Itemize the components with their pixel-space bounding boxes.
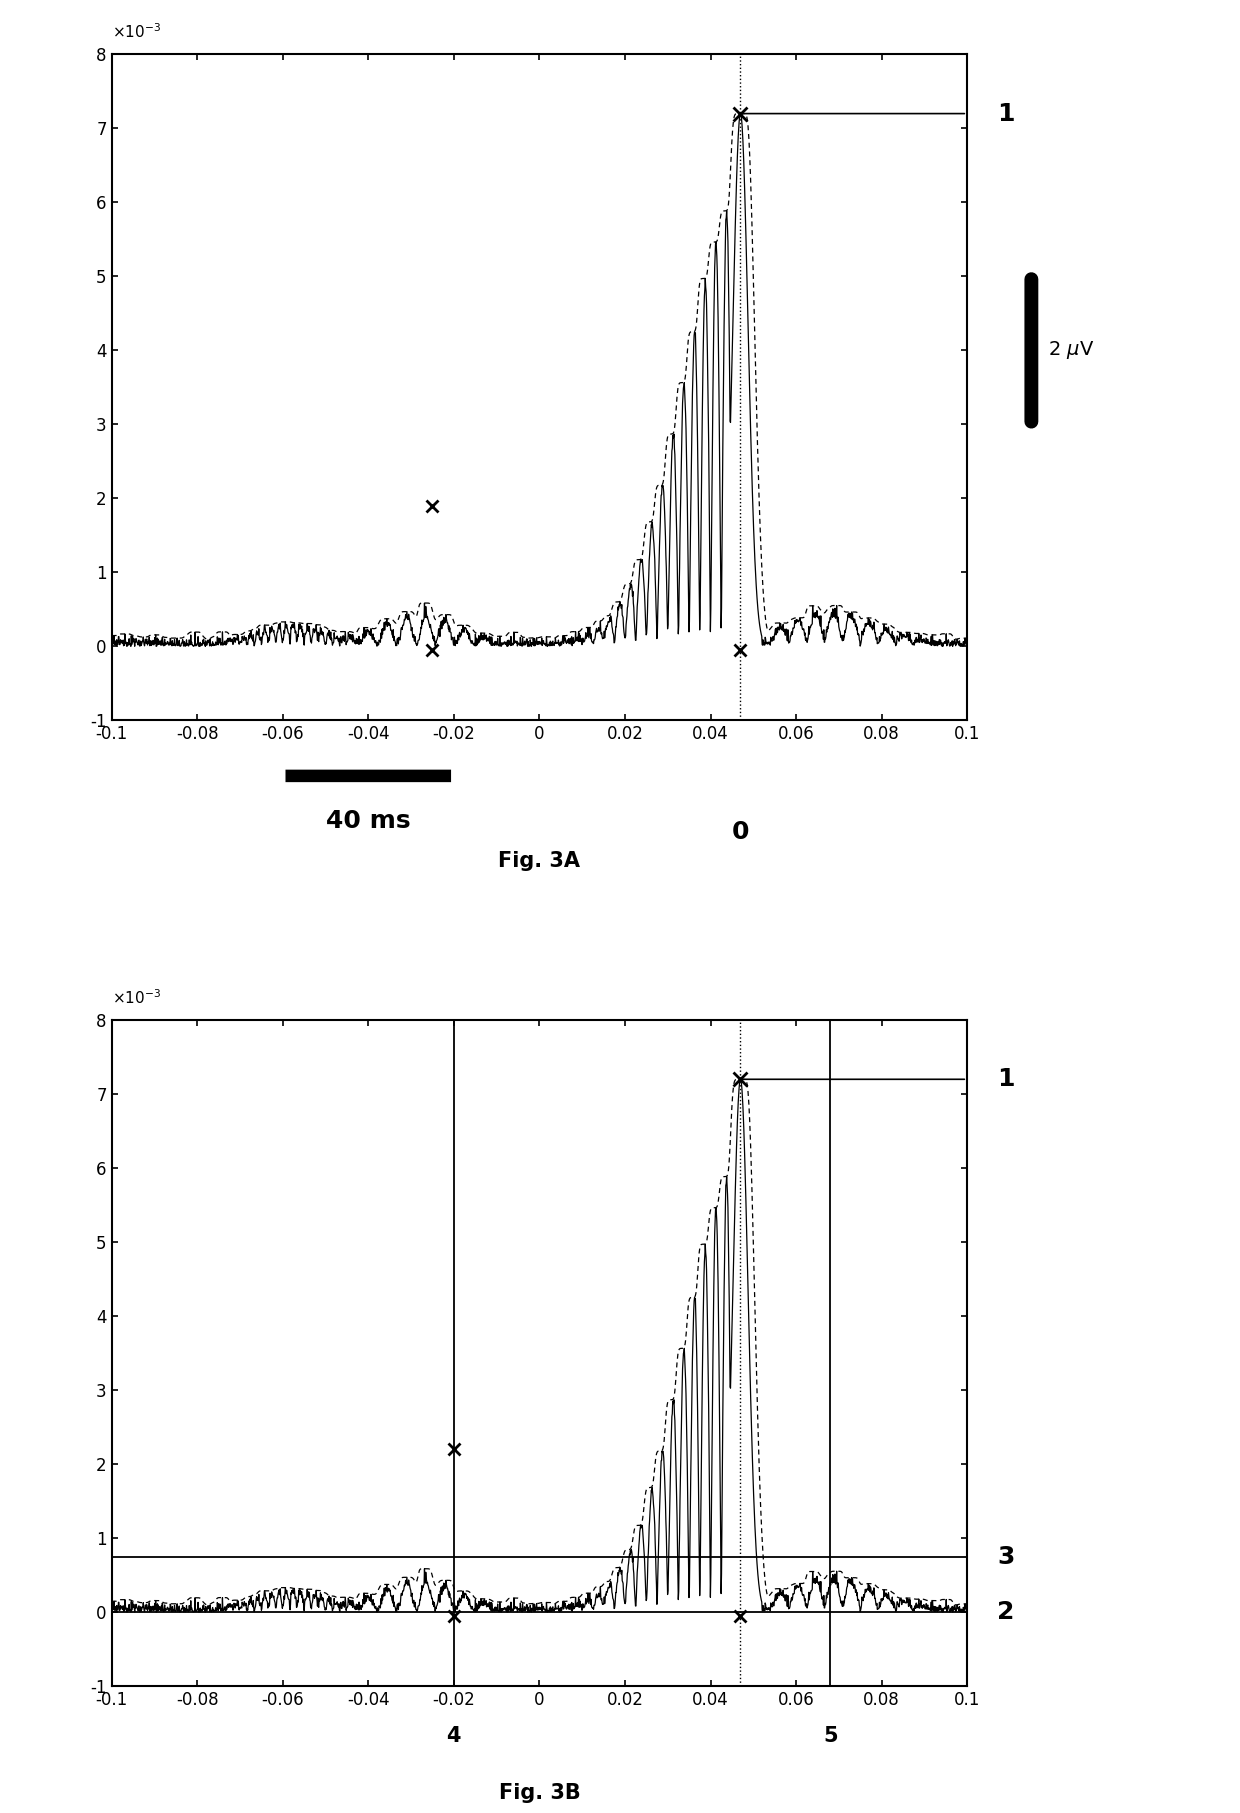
Text: $\times 10^{-3}$: $\times 10^{-3}$ <box>112 988 161 1006</box>
Text: 1: 1 <box>997 1068 1014 1091</box>
Text: 2 $\mu$V: 2 $\mu$V <box>1049 339 1095 361</box>
Text: 2: 2 <box>997 1601 1014 1624</box>
Text: Fig. 3B: Fig. 3B <box>498 1784 580 1804</box>
Text: 40 ms: 40 ms <box>326 809 410 832</box>
Text: $\times 10^{-3}$: $\times 10^{-3}$ <box>112 22 161 42</box>
Text: 5: 5 <box>823 1726 837 1746</box>
Text: 1: 1 <box>997 102 1014 125</box>
Text: 3: 3 <box>997 1545 1014 1568</box>
Text: Fig. 3A: Fig. 3A <box>498 850 580 870</box>
Text: 0: 0 <box>732 819 749 843</box>
Text: 4: 4 <box>446 1726 461 1746</box>
